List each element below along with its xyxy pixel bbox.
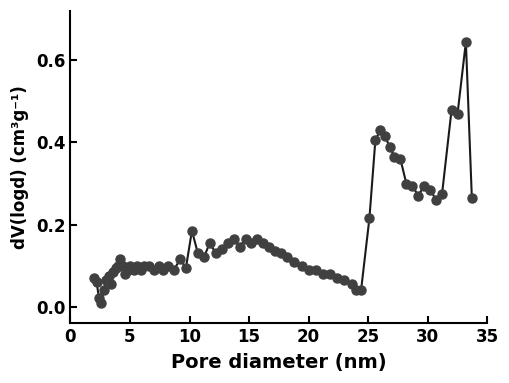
Y-axis label: dV(logd) (cm³g⁻¹): dV(logd) (cm³g⁻¹): [11, 85, 29, 249]
X-axis label: Pore diameter (nm): Pore diameter (nm): [171, 353, 386, 372]
